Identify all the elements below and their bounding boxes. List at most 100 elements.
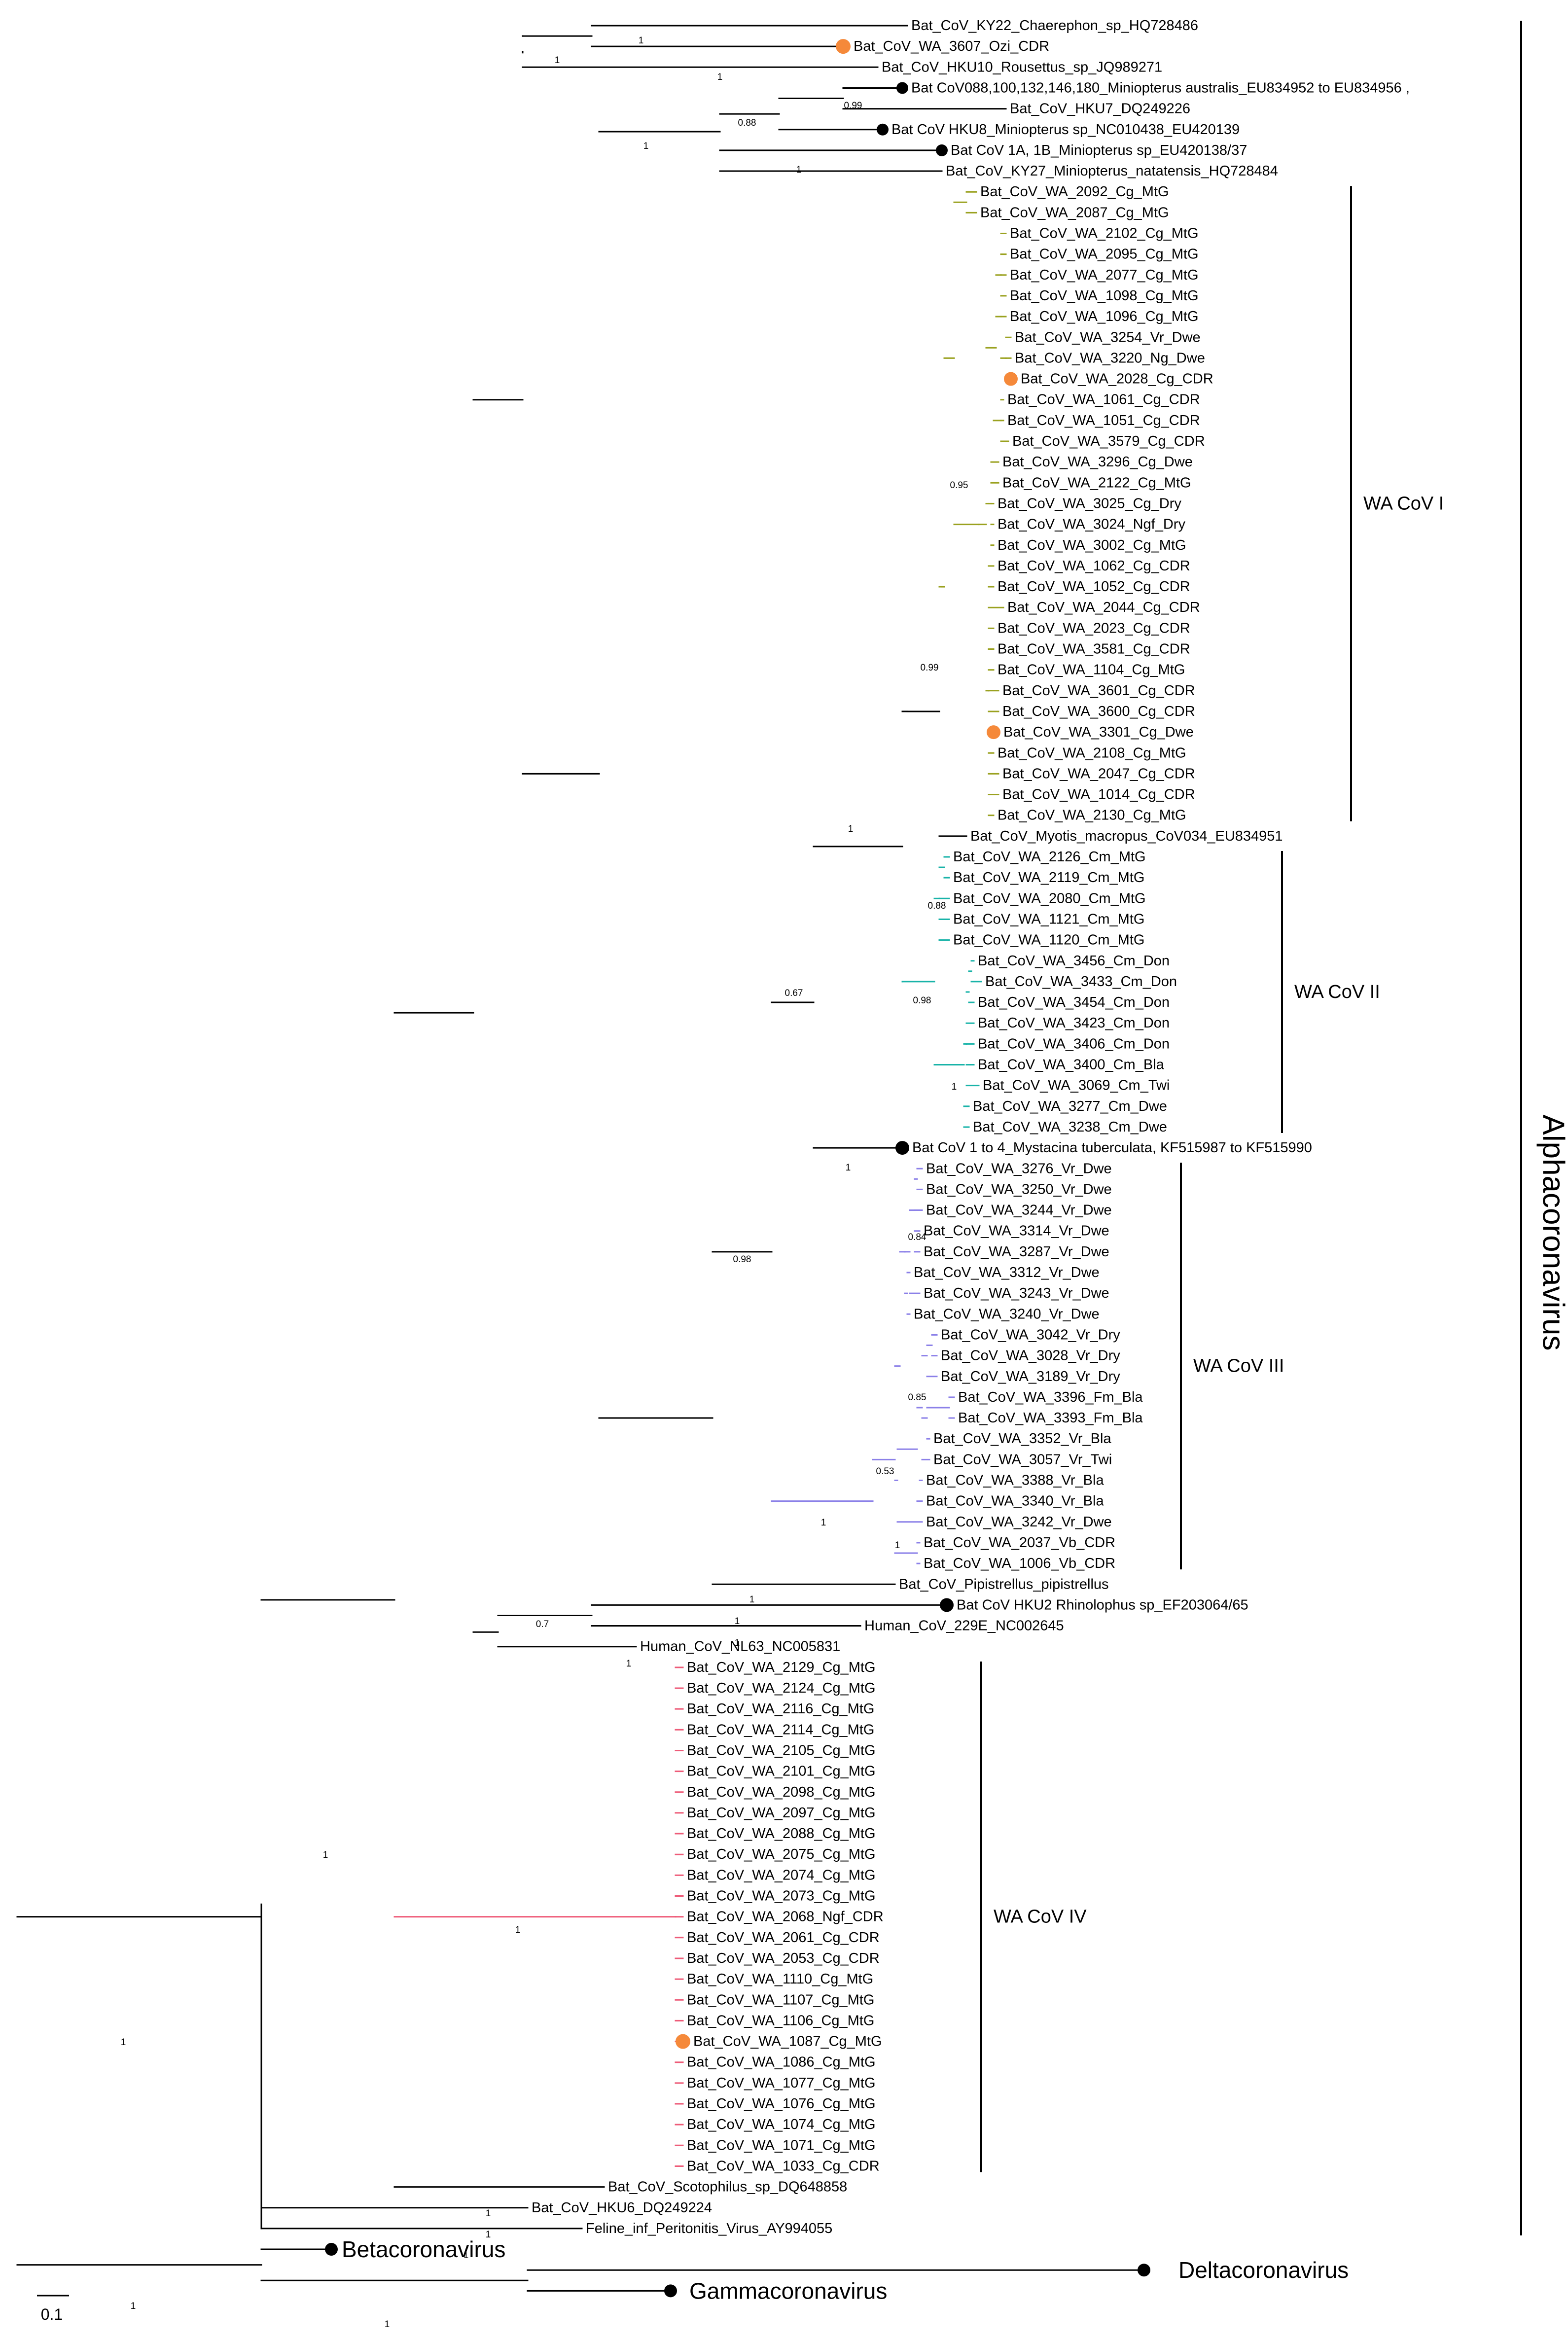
leaf-label: Bat_CoV_WA_3250_Vr_Dwe <box>926 1181 1112 1197</box>
support-value: 0.84 <box>908 1232 927 1242</box>
leaf-label: Bat_CoV_WA_3240_Vr_Dwe <box>914 1306 1100 1322</box>
support-value: 0.85 <box>908 1392 927 1403</box>
leaf-label: Bat_CoV_WA_3002_Cg_MtG <box>998 537 1186 553</box>
support-value: 1 <box>639 35 644 46</box>
leaf-label: Bat_CoV_WA_3607_Ozi_CDR <box>854 38 1049 54</box>
leaf-label: Bat_CoV_WA_2095_Cg_MtG <box>1010 247 1199 262</box>
leaf-label: Bat_CoV_WA_3024_Ngf_Dry <box>998 517 1185 532</box>
leaf-label: Bat_CoV_WA_2098_Cg_MtG <box>687 1784 876 1800</box>
leaf-label: Bat_CoV_WA_2102_Cg_MtG <box>1010 226 1199 242</box>
leaf-label: Bat_CoV_WA_2087_Cg_MtG <box>980 205 1169 220</box>
support-value: 0.98 <box>733 1254 751 1265</box>
tip-markers <box>325 39 1150 2298</box>
leaf-label: Bat_CoV_WA_3396_Fm_Bla <box>958 1389 1143 1405</box>
leaf-label: Bat_CoV_WA_1033_Cg_CDR <box>687 2158 880 2174</box>
support-value: 1 <box>749 1595 755 1605</box>
leaf-label: Bat_CoV_HKU6_DQ249224 <box>532 2200 712 2216</box>
leaf-label: Bat_CoV_WA_3340_Vr_Bla <box>926 1493 1104 1509</box>
leaf-label: Bat_CoV_WA_1076_Cg_MtG <box>687 2096 876 2112</box>
leaf-label: Bat_CoV_WA_2124_Cg_MtG <box>687 1680 876 1696</box>
leaf-label: Bat_CoV_WA_3312_Vr_Dwe <box>914 1265 1100 1280</box>
leaf-label: Bat_CoV_WA_3028_Vr_Dry <box>941 1348 1120 1364</box>
leaf-label: Bat_CoV_WA_2122_Cg_MtG <box>1002 475 1191 491</box>
leaf-label: Bat_CoV_WA_3314_Vr_Dwe <box>924 1223 1109 1239</box>
clade-label: WA CoV III <box>1193 1356 1284 1377</box>
collapsed-clade-dot <box>325 2243 338 2256</box>
leaf-label: Bat_CoV_WA_2073_Cg_MtG <box>687 1888 876 1904</box>
leaf-label: Bat_CoV_WA_3423_Cm_Don <box>978 1015 1170 1031</box>
leaf-label: Bat_CoV_WA_2061_Cg_CDR <box>687 1930 880 1946</box>
leaf-label: Bat_CoV_WA_1077_Cg_MtG <box>687 2075 876 2091</box>
leaf-label: Bat_CoV_WA_3244_Vr_Dwe <box>926 1203 1112 1218</box>
leaf-label: Bat_CoV_Pipistrellus_pipistrellus <box>899 1576 1109 1592</box>
support-value: 1 <box>626 1659 632 1669</box>
leaf-label: Bat CoV HKU8_Miniopterus sp_NC010438_EU4… <box>891 122 1240 138</box>
leaf-label: Bat_CoV_WA_1106_Cg_MtG <box>687 2013 874 2028</box>
clade-brackets: WA CoV I WA CoV II WA CoV III WA CoV IV Alph… <box>37 21 1568 2323</box>
leaf-label: Bat_CoV_WA_3352_Vr_Bla <box>933 1431 1111 1447</box>
support-value: 1 <box>821 1518 826 1528</box>
leaf-label: Bat_CoV_WA_2119_Cm_MtG <box>953 870 1144 886</box>
support-value: 1 <box>486 2208 491 2219</box>
support-value: 0.98 <box>913 995 931 1006</box>
leaf-label: Bat_CoV_WA_1096_Cg_MtG <box>1010 309 1199 324</box>
leaf-label: Bat_CoV_WA_3277_Cm_Dwe <box>973 1099 1167 1114</box>
tree-branches <box>16 25 1145 2292</box>
support-value: 1 <box>385 2319 390 2330</box>
clade-label: WA CoV II <box>1294 982 1380 1002</box>
leaf-label: Bat_CoV_WA_3042_Vr_Dry <box>941 1327 1120 1343</box>
support-value: 1 <box>643 141 649 151</box>
leaf-label: Bat_CoV_WA_3220_Ng_Dwe <box>1015 350 1205 366</box>
leaf-label: Bat_CoV_WA_3069_Cm_Twi <box>983 1078 1170 1094</box>
leaf-label: Bat_CoV_WA_1052_Cg_CDR <box>998 579 1190 595</box>
support-values: 1 1 1 0.99 0.88 1 1 0.95 0.99 1 0.88 0.98 1 0.67 1 0.98… <box>121 35 968 2330</box>
leaf-label: Bat_CoV_WA_3601_Cg_CDR <box>1002 683 1195 699</box>
leaf-label: Bat_CoV_WA_2074_Cg_MtG <box>687 1867 876 1883</box>
leaf-label: Bat_CoV_WA_1120_Cm_MtG <box>953 932 1144 948</box>
leaf-label: Human_CoV_229E_NC002645 <box>864 1618 1064 1634</box>
leaf-label: Bat_CoV_WA_2044_Cg_CDR <box>1007 600 1200 615</box>
support-value: 0.67 <box>785 988 803 998</box>
leaf-label: Bat_CoV_WA_3243_Vr_Dwe <box>924 1285 1109 1301</box>
leaf-label: Bat_CoV_WA_1110_Cg_MtG <box>687 1971 873 1987</box>
leaf-label: Bat_CoV_WA_3406_Cm_Don <box>978 1036 1170 1052</box>
support-value: 1 <box>846 1163 851 1173</box>
clade-label: WA CoV I <box>1363 493 1444 514</box>
support-value: 1 <box>555 55 560 66</box>
support-value: 1 <box>515 1925 521 1935</box>
leaf-labels: Bat_CoV_KY22_Chaerephon_sp_HQ728486 Bat_C… <box>342 18 1410 2304</box>
leaf-label: Bat_CoV_WA_2023_Cg_CDR <box>998 620 1190 636</box>
collapsed-clade-dot <box>936 144 948 156</box>
clade-label: WA CoV IV <box>994 1907 1087 1927</box>
leaf-label: Bat_CoV_WA_3238_Cm_Dwe <box>973 1119 1167 1135</box>
highlight-dot <box>987 725 1000 740</box>
highlight-dot <box>1004 372 1018 386</box>
leaf-label: Bat_CoV_KY27_Miniopterus_natatensis_HQ72… <box>946 163 1278 179</box>
support-value: 1 <box>121 2037 126 2048</box>
leaf-label: Bat CoV 1 to 4_Mystacina tuberculata, KF… <box>912 1140 1312 1156</box>
support-value: 0.95 <box>950 480 968 491</box>
highlight-dot <box>676 2034 690 2049</box>
support-value: 1 <box>735 1638 740 1648</box>
leaf-label: Bat_CoV_WA_3242_Vr_Dwe <box>926 1514 1112 1530</box>
leaf-label: Bat CoV 1A, 1B_Miniopterus sp_EU420138/3… <box>951 142 1247 158</box>
leaf-label: Bat_CoV_WA_2126_Cm_MtG <box>953 849 1146 865</box>
leaf-label: Human_CoV_NL63_NC005831 <box>640 1639 840 1655</box>
leaf-label: Bat_CoV_WA_1061_Cg_CDR <box>1007 392 1200 408</box>
support-value: 0.53 <box>876 1466 894 1477</box>
support-value: 1 <box>952 1082 957 1092</box>
leaf-label: Bat_CoV_WA_3287_Vr_Dwe <box>924 1244 1109 1260</box>
leaf-label: Bat_CoV_HKU7_DQ249226 <box>1010 101 1190 117</box>
leaf-label: Bat_CoV_WA_1074_Cg_MtG <box>687 2117 876 2132</box>
leaf-label: Bat CoV HKU2 Rhinolophus sp_EF203064/65 <box>957 1597 1248 1613</box>
clade-label-alpha: Alphacoronavirus <box>1536 1114 1568 1350</box>
leaf-label: Bat_CoV_WA_3454_Cm_Don <box>978 994 1170 1010</box>
leaf-label: Bat_CoV_WA_3254_Vr_Dwe <box>1015 329 1201 345</box>
leaf-label: Bat_CoV_WA_3581_Cg_CDR <box>998 641 1190 657</box>
leaf-label: Bat_CoV_WA_1086_Cg_MtG <box>687 2055 876 2070</box>
leaf-label: Bat_CoV_WA_2105_Cg_MtG <box>687 1742 876 1758</box>
leaf-label: Bat_CoV_WA_2068_Ngf_CDR <box>687 1909 884 1925</box>
genus-label: Betacoronavirus <box>342 2236 505 2262</box>
leaf-label: Bat CoV088,100,132,146,180_Miniopterus a… <box>911 80 1410 96</box>
